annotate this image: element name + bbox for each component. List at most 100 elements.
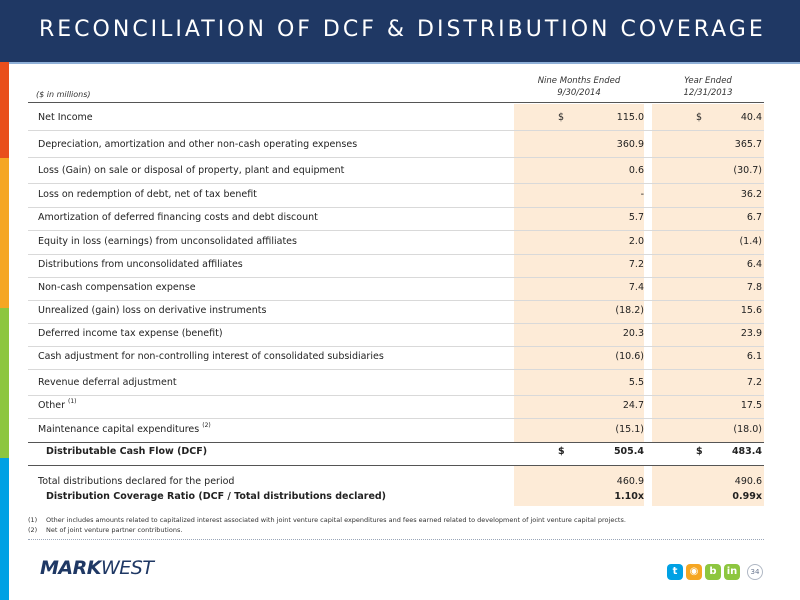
col1-header: Nine Months Ended 9/30/2014 (514, 75, 644, 99)
col1-header-line2: 9/30/2014 (557, 88, 601, 98)
footnote-1-text: Other includes amounts related to capita… (46, 516, 626, 524)
dcf-rule (28, 442, 764, 443)
table-row-value-col2: 6.7 (746, 212, 762, 223)
table-row-value-col2: 40.4 (740, 112, 762, 123)
table-row-label: Maintenance capital expenditures (2) (38, 422, 211, 435)
footnote-2-number: (2) (28, 526, 38, 534)
table-row-label-text: Loss on redemption of debt, net of tax b… (38, 189, 257, 200)
table-row-value-col1: (10.6) (615, 351, 644, 362)
dcf-bottom-rule (28, 465, 764, 466)
row-separator (28, 183, 764, 184)
table-row-label-text: Equity in loss (earnings) from unconsoli… (38, 236, 297, 247)
row-separator (28, 207, 764, 208)
coverage-row-value-col2: 0.99x (732, 491, 762, 502)
table-row-footnote-ref: (2) (202, 422, 211, 429)
table-row-value-col2: 36.2 (740, 189, 762, 200)
coverage-row-label: Distribution Coverage Ratio (DCF / Total… (46, 491, 386, 502)
table-row-label-text: Depreciation, amortization and other non… (38, 139, 358, 150)
footnote-2-text: Net of joint venture partner contributio… (46, 526, 183, 534)
table-row: Maintenance capital expenditures (2) (15.… (28, 419, 764, 442)
table-row-label-text: Distributions from unconsolidated affili… (38, 259, 243, 270)
logo-west: WEST (100, 557, 154, 579)
table-row-label-text: Other (38, 400, 65, 411)
table-row-label-text: Net Income (38, 112, 93, 123)
table-row-label-text: Unrealized (gain) loss on derivative ins… (38, 305, 267, 316)
table-row-label-text: Loss (Gain) on sale or disposal of prope… (38, 165, 345, 176)
table-row-label: Unrealized (gain) loss on derivative ins… (38, 305, 266, 316)
distributions-row-value-col2: 490.6 (734, 476, 762, 487)
table-row-label-text: Maintenance capital expenditures (38, 424, 200, 435)
coverage-row: Distribution Coverage Ratio (DCF / Total… (28, 486, 764, 509)
table-row: Non-cash compensation expense 7.4 7.8 (28, 277, 764, 300)
linkedin-icon[interactable]: in (724, 564, 740, 580)
row-separator (28, 346, 764, 347)
table-row-currency-col2: $ (696, 112, 703, 123)
table-row-label: Deferred income tax expense (benefit) (38, 328, 223, 339)
table-row-label: Amortization of deferred financing costs… (38, 212, 318, 223)
table-row-label: Distributions from unconsolidated affili… (38, 259, 243, 270)
table-row-currency-col1: $ (558, 112, 565, 123)
table-row-value-col1: 360.9 (616, 139, 644, 150)
table-row-label: Loss on redemption of debt, net of tax b… (38, 189, 257, 200)
table-row-value-col2: (30.7) (733, 165, 762, 176)
row-separator (28, 323, 764, 324)
footnote-1: (1) Other includes amounts related to cap… (28, 516, 626, 524)
header-banner: RECONCILIATION OF DCF & DISTRIBUTION COV… (9, 0, 800, 62)
table-row-label: Equity in loss (earnings) from unconsoli… (38, 236, 297, 247)
header-underline (9, 62, 800, 64)
distributions-row-value-col1: 460.9 (616, 476, 644, 487)
footer-divider (28, 539, 764, 540)
col2-header-line1: Year Ended (684, 76, 732, 86)
row-separator (28, 230, 764, 231)
dcf-row-value-col1: 505.4 (613, 446, 644, 457)
table-row-label: Net Income (38, 112, 93, 123)
markwest-logo: MARKWEST (40, 557, 154, 579)
table-row-value-col2: 17.5 (740, 400, 762, 411)
row-separator (28, 130, 764, 131)
col1-shading-bottom (514, 466, 644, 506)
col1-shading (514, 104, 644, 442)
distributions-row-label: Total distributions declared for the per… (38, 476, 234, 487)
table-row-value-col2: 365.7 (734, 139, 762, 150)
table-row: Unrealized (gain) loss on derivative ins… (28, 300, 764, 323)
table-row-label: Depreciation, amortization and other non… (38, 139, 357, 150)
page-title: RECONCILIATION OF DCF & DISTRIBUTION COV… (39, 17, 766, 42)
table-row-value-col1: 7.2 (628, 259, 644, 270)
logo-mark: MARK (40, 557, 101, 579)
row-separator (28, 369, 764, 370)
table-row-label: Other (1) (38, 398, 77, 411)
twitter-icon[interactable]: t (667, 564, 683, 580)
table-row-value-col2: 23.9 (740, 328, 762, 339)
coverage-row-label-text: Distribution Coverage Ratio (DCF / Total… (46, 491, 387, 502)
rss-icon[interactable]: ◉ (686, 564, 702, 580)
blog-icon[interactable]: b (705, 564, 721, 580)
table-row-value-col1: - (640, 189, 644, 200)
table-row-value-col1: 115.0 (616, 112, 644, 123)
table-row-label: Loss (Gain) on sale or disposal of prope… (38, 165, 344, 176)
coverage-row-value-col1: 1.10x (614, 491, 644, 502)
table-row: Other (1) 24.7 17.5 (28, 395, 764, 418)
table-row-value-col1: 5.7 (628, 212, 644, 223)
table-row-label: Non-cash compensation expense (38, 282, 196, 293)
table-row: Distributions from unconsolidated affili… (28, 254, 764, 277)
table-row-value-col1: (15.1) (615, 424, 644, 435)
distributions-row-label-text: Total distributions declared for the per… (38, 476, 235, 487)
table-row-label: Cash adjustment for non-controlling inte… (38, 351, 384, 362)
table-row-value-col1: (18.2) (615, 305, 644, 316)
table-row: Net Income 115.0 40.4 $ $ (28, 107, 764, 130)
table-row-value-col1: 20.3 (622, 328, 644, 339)
table-row-value-col1: 0.6 (628, 165, 644, 176)
dcf-row-currency-col1: $ (558, 446, 565, 457)
sidebar-color-bar (0, 0, 9, 600)
header-rule (28, 102, 764, 103)
table-row: Loss (Gain) on sale or disposal of prope… (28, 160, 764, 183)
table-row-value-col1: 2.0 (628, 236, 644, 247)
col2-header: Year Ended 12/31/2013 (652, 75, 764, 99)
units-label: ($ in millions) (36, 90, 91, 99)
table-row: Cash adjustment for non-controlling inte… (28, 346, 764, 369)
footnote-1-number: (1) (28, 516, 38, 524)
table-row-value-col2: (1.4) (739, 236, 762, 247)
row-separator (28, 254, 764, 255)
table-row: Amortization of deferred financing costs… (28, 207, 764, 230)
dcf-row-value-col2: 483.4 (731, 446, 762, 457)
